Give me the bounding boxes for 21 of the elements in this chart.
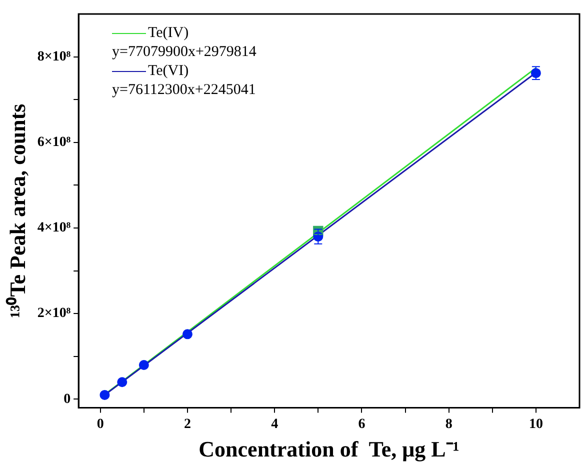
- y-tick-label: 4×10⁸: [37, 220, 71, 236]
- x-tick-label: 10: [528, 416, 543, 432]
- y-axis-title: ¹³⁰Te Peak area, counts: [4, 103, 30, 318]
- point: [100, 390, 110, 400]
- point: [138, 360, 149, 370]
- legend-label: Te(VI): [147, 62, 190, 81]
- y-tick-label: 6×10⁸: [37, 135, 71, 150]
- x-axis-title: Concentration of Te, μg L⁻¹: [198, 436, 460, 462]
- annotation: y=77079900x+2979814: [112, 43, 256, 62]
- legend-label: Te(IV): [147, 24, 190, 43]
- x-tick-label: 4: [271, 416, 278, 432]
- point: [182, 329, 192, 340]
- x-tick-label: 8: [445, 416, 452, 432]
- y-tick-label: 0: [64, 392, 71, 407]
- point: [117, 377, 128, 388]
- x-tick-label: 2: [184, 416, 191, 432]
- annotation: y=76112300x+2245041: [112, 81, 256, 100]
- y-tick-label: 8×10⁸: [37, 49, 71, 64]
- x-tick-label: 0: [96, 416, 104, 432]
- y-tick-label: 2×10⁸: [37, 306, 71, 322]
- x-tick-label: 6: [358, 416, 366, 432]
